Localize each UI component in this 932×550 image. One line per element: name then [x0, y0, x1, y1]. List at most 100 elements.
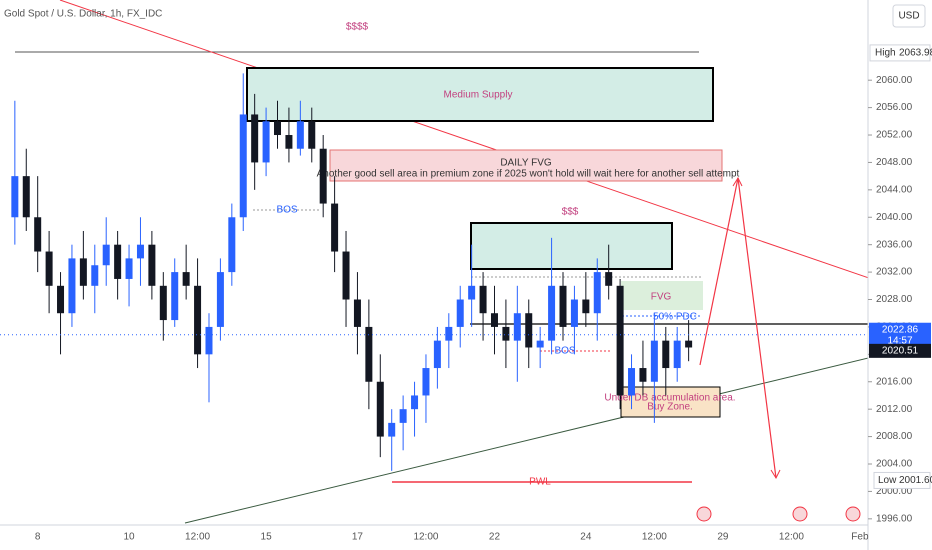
candle-body — [536, 340, 544, 348]
candle-body — [502, 326, 510, 341]
candle-body — [159, 285, 167, 321]
candle-body — [68, 258, 76, 314]
y-tick-label: 1996.00 — [876, 513, 913, 524]
currency[interactable]: USD — [898, 11, 919, 22]
x-tick-label: 17 — [352, 532, 364, 543]
candle-body — [616, 285, 624, 396]
candle-body — [559, 285, 567, 327]
chart-title: Gold Spot / U.S. Dollar, 1h, FX_IDC — [4, 9, 162, 20]
candle-body — [91, 265, 99, 286]
arrow-head — [770, 469, 781, 480]
candle-body — [605, 272, 613, 286]
candle-body — [57, 285, 65, 314]
x-tick-label: 15 — [261, 532, 273, 543]
candle-body — [673, 340, 681, 369]
event-icon[interactable] — [696, 506, 712, 522]
candle-body — [11, 176, 19, 218]
candle-body — [308, 121, 316, 149]
y-tick-label: 2060.00 — [876, 75, 913, 86]
candle-body — [479, 285, 487, 314]
annotation: Under DB accumulation area. — [604, 393, 735, 404]
fvg-zone — [621, 281, 703, 310]
annotation: FVG — [651, 292, 672, 303]
axes: 1996.00 2000.00 2004.00 2008.00 2012.00 2016.… — [0, 44, 932, 543]
arrow-head — [732, 176, 743, 187]
x-tick-label: 24 — [580, 532, 592, 543]
y-tick-label: 2052.00 — [876, 130, 913, 141]
x-tick-label: 29 — [717, 532, 729, 543]
annotation: PWL — [529, 477, 551, 488]
y-tick-label: 2040.00 — [876, 212, 913, 223]
candle-body — [593, 272, 601, 314]
candle-body — [148, 244, 156, 286]
candle-body — [102, 244, 110, 266]
event-icon[interactable] — [845, 506, 861, 522]
price-label: 2020.51 — [882, 345, 919, 356]
x-tick-label: Feb — [851, 532, 869, 543]
candle-body — [570, 299, 578, 327]
event-icon[interactable] — [792, 506, 808, 522]
candle-body — [228, 217, 236, 273]
y-tick-label: 2048.00 — [876, 157, 913, 168]
candle-body — [285, 135, 293, 149]
y-tick-label: 2028.00 — [876, 294, 913, 305]
candle-body — [274, 121, 282, 136]
candle-body — [376, 381, 384, 437]
low-name: Low — [878, 475, 897, 486]
candle-body — [79, 258, 87, 286]
candle-body — [194, 285, 202, 355]
y-tick-label: 2000.00 — [876, 486, 913, 497]
low-box — [873, 471, 931, 489]
projection-arrow — [699, 177, 777, 479]
trend-line — [184, 351, 894, 524]
annotation: Buy Zone. — [647, 402, 693, 413]
candle-body — [34, 217, 42, 252]
candle-body — [262, 121, 270, 163]
candle-body — [331, 203, 339, 252]
buy-zone — [620, 386, 721, 418]
candle-body — [662, 340, 670, 369]
candle-body — [296, 121, 304, 149]
candle-body — [365, 326, 373, 382]
candle-body — [513, 313, 521, 341]
candle-body — [411, 395, 419, 410]
trend-line — [59, 0, 896, 288]
candle-body — [22, 176, 30, 218]
price-box — [869, 343, 931, 358]
candle-body — [456, 299, 464, 327]
candle-body — [628, 368, 636, 396]
y-tick-label: 2044.00 — [876, 184, 913, 195]
annotation: Another good sell area in premium zone i… — [317, 169, 740, 180]
x-tick-label: 10 — [123, 532, 135, 543]
y-tick-label: 2004.00 — [876, 459, 913, 470]
y-tick-label: 2012.00 — [876, 404, 913, 415]
candle-body — [490, 313, 498, 327]
candle-body — [433, 340, 441, 369]
candle-body — [582, 299, 590, 314]
annotation: 50% PDC — [653, 312, 697, 323]
candle-body — [239, 114, 247, 218]
fvg-zone — [329, 149, 723, 182]
candle-body — [445, 326, 453, 341]
high-box — [869, 44, 931, 62]
y-tick-label: 2036.00 — [876, 239, 913, 250]
candle-body — [136, 244, 144, 259]
candle-body — [525, 313, 533, 348]
candle-body — [422, 368, 430, 396]
last-price-box — [869, 322, 931, 348]
candle-body — [251, 114, 259, 163]
x-tick-label: 12:00 — [413, 532, 438, 543]
currency-button[interactable] — [892, 4, 926, 28]
candle-body — [399, 409, 407, 423]
candle-body — [388, 422, 396, 437]
candle-body — [114, 244, 122, 279]
countdown-label: 14:57 — [887, 335, 912, 346]
candle-body — [216, 272, 224, 327]
y-tick-label: 2032.00 — [876, 267, 913, 278]
x-tick-label: 22 — [489, 532, 501, 543]
candle-body — [685, 340, 693, 348]
y-tick-label: 2056.00 — [876, 102, 913, 113]
candles — [11, 73, 693, 471]
supply-zone — [246, 67, 714, 122]
candle-body — [639, 368, 647, 382]
